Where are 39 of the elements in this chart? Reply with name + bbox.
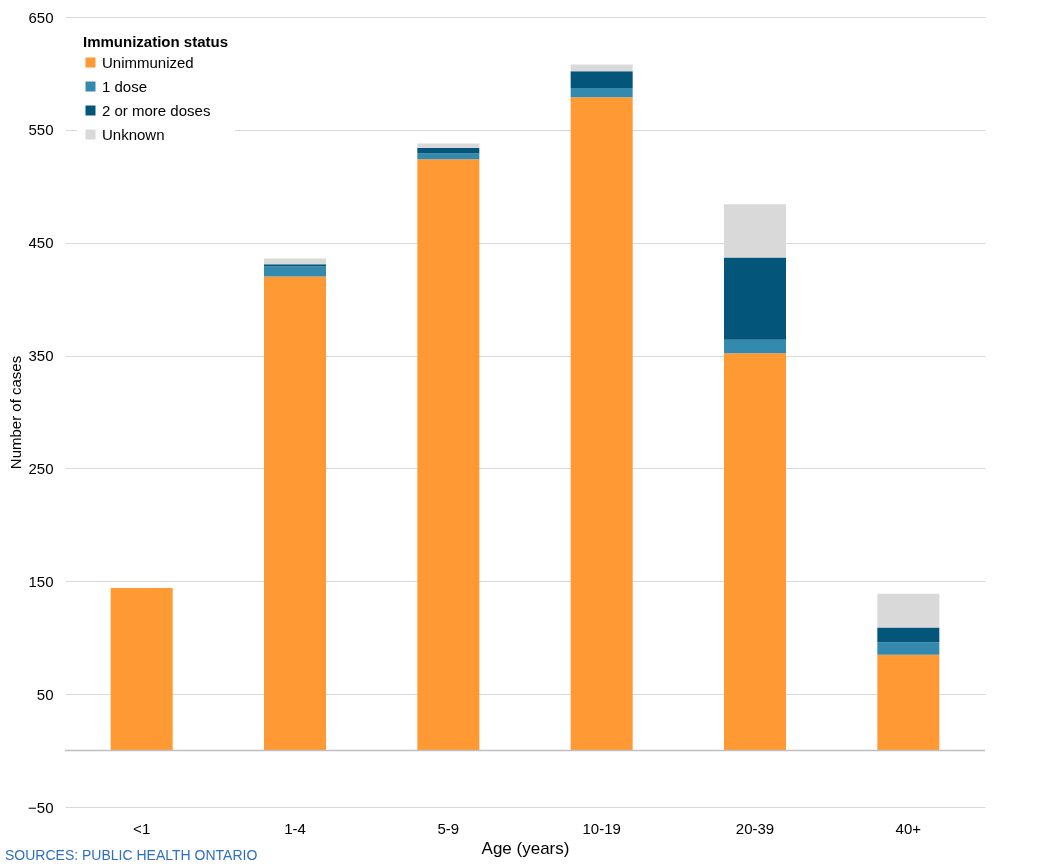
x-tick-label: 10-19 — [582, 819, 621, 837]
bar — [877, 593, 940, 628]
legend-label: 2 or more doses — [102, 101, 211, 119]
source-note: SOURCES: PUBLIC HEALTH ONTARIO — [5, 847, 258, 863]
bar — [264, 266, 326, 277]
bar — [264, 276, 326, 751]
bar — [110, 588, 173, 751]
bar — [417, 147, 480, 154]
x-tick-label: 20-39 — [735, 819, 775, 837]
x-axis-title: Age (years) — [481, 838, 570, 858]
bar — [570, 71, 633, 89]
x-tick-label: <1 — [133, 819, 151, 837]
legend-label: 1 dose — [102, 77, 148, 95]
bar — [570, 88, 633, 98]
y-tick-label: 50 — [36, 685, 54, 703]
legend-label: Unknown — [102, 125, 165, 143]
bar — [570, 97, 633, 751]
bar — [724, 339, 786, 354]
legend-label: Unimmunized — [102, 53, 194, 71]
x-tick-label: 1-4 — [284, 819, 306, 837]
y-tick-label: 450 — [28, 234, 54, 252]
legend-title: Immunization status — [83, 33, 229, 50]
bar — [417, 143, 480, 148]
bar — [724, 257, 786, 340]
y-tick-label: 650 — [28, 8, 54, 26]
y-tick-label: 150 — [28, 572, 54, 590]
y-tick-label: −50 — [28, 798, 54, 816]
bar — [570, 64, 633, 72]
bar — [877, 654, 940, 751]
y-tick-label: 550 — [28, 121, 54, 139]
x-tick-label: 5-9 — [437, 819, 460, 837]
bar — [877, 642, 940, 655]
bar — [724, 353, 786, 751]
y-axis-title: Number of cases — [7, 355, 25, 470]
y-tick-label: 350 — [28, 347, 54, 365]
y-tick-label: 250 — [28, 459, 54, 477]
x-tick-label: 40+ — [895, 819, 922, 837]
bar — [417, 159, 480, 751]
bar — [877, 627, 940, 643]
